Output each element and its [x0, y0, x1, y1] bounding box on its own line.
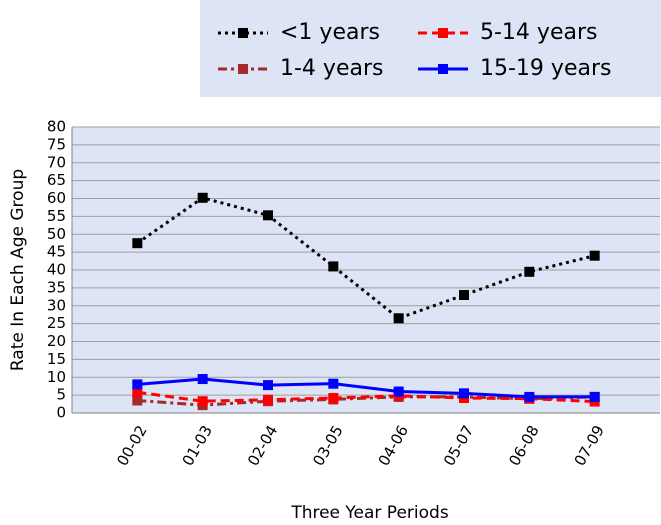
- marker: [589, 250, 600, 261]
- marker: [589, 391, 600, 402]
- y-tick-label: 80: [47, 118, 66, 136]
- y-tick-label: 70: [47, 153, 66, 171]
- y-tick-label: 60: [47, 189, 66, 207]
- y-tick-label: 55: [47, 207, 66, 225]
- x-tick-label: 02-04: [244, 422, 281, 469]
- marker: [393, 313, 404, 324]
- y-tick-label: 65: [47, 171, 66, 189]
- marker: [263, 210, 273, 221]
- legend-box: [200, 0, 661, 97]
- x-tick-label: 03-05: [309, 422, 346, 469]
- y-tick-label: 0: [56, 404, 66, 422]
- marker: [328, 392, 339, 403]
- marker: [197, 396, 208, 407]
- legend-label: 1-4 years: [280, 56, 383, 81]
- marker: [132, 395, 143, 406]
- y-tick-label: 45: [47, 243, 66, 261]
- legend-label: 15-19 years: [480, 56, 611, 81]
- marker: [328, 378, 339, 389]
- marker: [328, 261, 339, 272]
- x-tick-label: 04-06: [375, 422, 412, 469]
- y-tick-label: 25: [47, 314, 66, 332]
- x-tick-label: 05-07: [440, 422, 477, 469]
- legend-marker: [238, 64, 248, 74]
- legend-label: 5-14 years: [480, 20, 597, 45]
- legend-marker: [438, 28, 448, 38]
- x-tick-label: 01-03: [179, 422, 216, 469]
- y-tick-label: 40: [47, 261, 66, 279]
- marker: [524, 266, 535, 277]
- marker: [132, 387, 143, 398]
- x-tick-label: 00-02: [113, 422, 150, 469]
- marker: [459, 388, 469, 399]
- y-axis-title: Rate In Each Age Group: [8, 169, 28, 371]
- legend-label: <1 years: [280, 20, 380, 45]
- marker: [132, 379, 143, 390]
- y-tick-label: 15: [47, 350, 66, 368]
- marker: [393, 386, 404, 397]
- series-line: [137, 390, 595, 404]
- x-axis-title: Three Year Periods: [290, 503, 449, 523]
- y-tick-label: 50: [47, 225, 66, 243]
- series-line: [137, 377, 595, 399]
- x-tick-label: 06-08: [505, 422, 542, 469]
- y-tick-label: 30: [47, 296, 66, 314]
- marker: [459, 290, 469, 301]
- marker: [197, 192, 208, 203]
- marker: [263, 394, 273, 405]
- marker: [132, 238, 143, 249]
- y-tick-label: 35: [47, 278, 66, 296]
- y-tick-label: 10: [47, 368, 66, 386]
- marker: [524, 391, 535, 402]
- legend-marker: [238, 28, 248, 38]
- marker: [263, 380, 273, 391]
- y-tick-label: 5: [56, 386, 66, 404]
- marker: [197, 374, 208, 385]
- y-tick-label: 20: [47, 332, 66, 350]
- y-tick-label: 75: [47, 135, 66, 153]
- x-tick-label: 07-09: [571, 422, 608, 469]
- legend-marker: [438, 64, 448, 74]
